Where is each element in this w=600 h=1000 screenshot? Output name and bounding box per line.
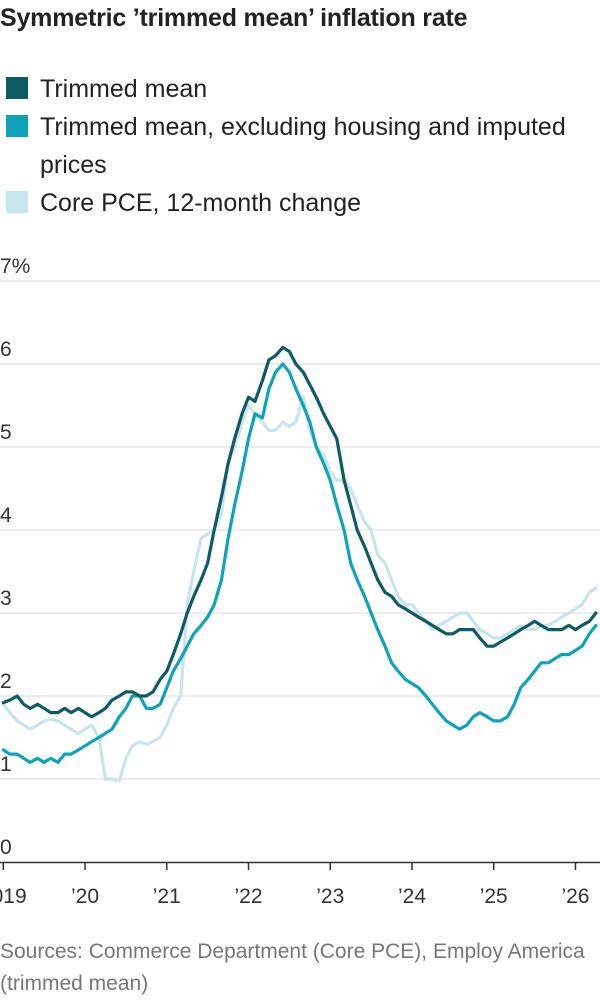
- gridlines: [0, 280, 600, 780]
- y-tick-label: 2: [0, 670, 12, 693]
- series-line-0: [1, 395, 598, 783]
- y-tick-label: 3: [0, 587, 12, 610]
- legend-item-core-pce: Core PCE, 12-month change: [0, 184, 600, 222]
- x-tick-label: ’20: [71, 885, 99, 908]
- legend-swatch-core-pce: [6, 191, 28, 213]
- x-tick-label: ’25: [480, 885, 508, 908]
- legend-item-trimmed-mean: Trimmed mean: [0, 70, 600, 108]
- x-tick-label: 2019: [0, 885, 27, 908]
- legend-label-trimmed-mean: Trimmed mean: [40, 75, 208, 103]
- x-tick-label: ’26: [561, 885, 589, 908]
- line-chart: 0 1 2 3 4 5 6 7% 2019 ’20 ’21 ’22 ’23 ’24 ’25 ’26: [0, 255, 600, 908]
- legend-swatch-trimmed-mean: [6, 77, 28, 99]
- y-axis-labels: 0 1 2 3 4 5 6 7%: [0, 255, 30, 859]
- y-tick-label: 5: [0, 421, 12, 444]
- x-axis: 2019 ’20 ’21 ’22 ’23 ’24 ’25 ’26: [0, 861, 600, 908]
- y-tick-label: 1: [0, 753, 12, 776]
- y-tick-label: 4: [0, 504, 12, 527]
- x-tick-label: ’22: [234, 885, 262, 908]
- legend-item-trimmed-mean-ex-housing: Trimmed mean, excluding housing and impu…: [0, 108, 600, 184]
- legend-swatch-trimmed-mean-ex-housing: [6, 115, 28, 137]
- x-tick-label: ’23: [316, 885, 344, 908]
- y-tick-label: 7%: [0, 255, 30, 278]
- y-tick-label: 0: [0, 836, 12, 859]
- x-tick-label: ’24: [398, 885, 426, 908]
- source-note: Sources: Commerce Department (Core PCE),…: [0, 940, 585, 995]
- x-tick-label: ’21: [153, 885, 181, 908]
- series-lines: [1, 345, 598, 783]
- series-line-2: [1, 345, 598, 719]
- series-line-1: [1, 362, 598, 764]
- chart-title: Symmetric ’trimmed mean’ inflation rate: [0, 4, 468, 32]
- y-tick-label: 6: [0, 338, 12, 361]
- legend-label-trimmed-mean-ex-housing: Trimmed mean, excluding housing and impu…: [40, 113, 566, 179]
- legend-label-core-pce: Core PCE, 12-month change: [40, 189, 362, 217]
- chart-legend: Trimmed mean Trimmed mean, excluding hou…: [0, 70, 600, 222]
